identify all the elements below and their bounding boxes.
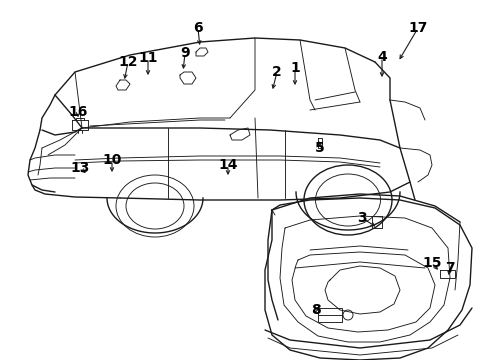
Text: 1: 1 (290, 61, 300, 75)
Text: 10: 10 (102, 153, 122, 167)
Text: 2: 2 (272, 65, 282, 79)
Text: 7: 7 (445, 261, 455, 275)
Text: 12: 12 (118, 55, 138, 69)
Text: 13: 13 (70, 161, 90, 175)
Text: 11: 11 (138, 51, 158, 65)
Text: 8: 8 (311, 303, 321, 317)
Text: 6: 6 (193, 21, 203, 35)
Text: 15: 15 (422, 256, 442, 270)
Text: 9: 9 (180, 46, 190, 60)
Text: 14: 14 (218, 158, 238, 172)
Text: 16: 16 (68, 105, 88, 119)
Text: 5: 5 (315, 141, 325, 155)
Text: 17: 17 (408, 21, 428, 35)
Text: 3: 3 (357, 211, 367, 225)
Text: 4: 4 (377, 50, 387, 64)
